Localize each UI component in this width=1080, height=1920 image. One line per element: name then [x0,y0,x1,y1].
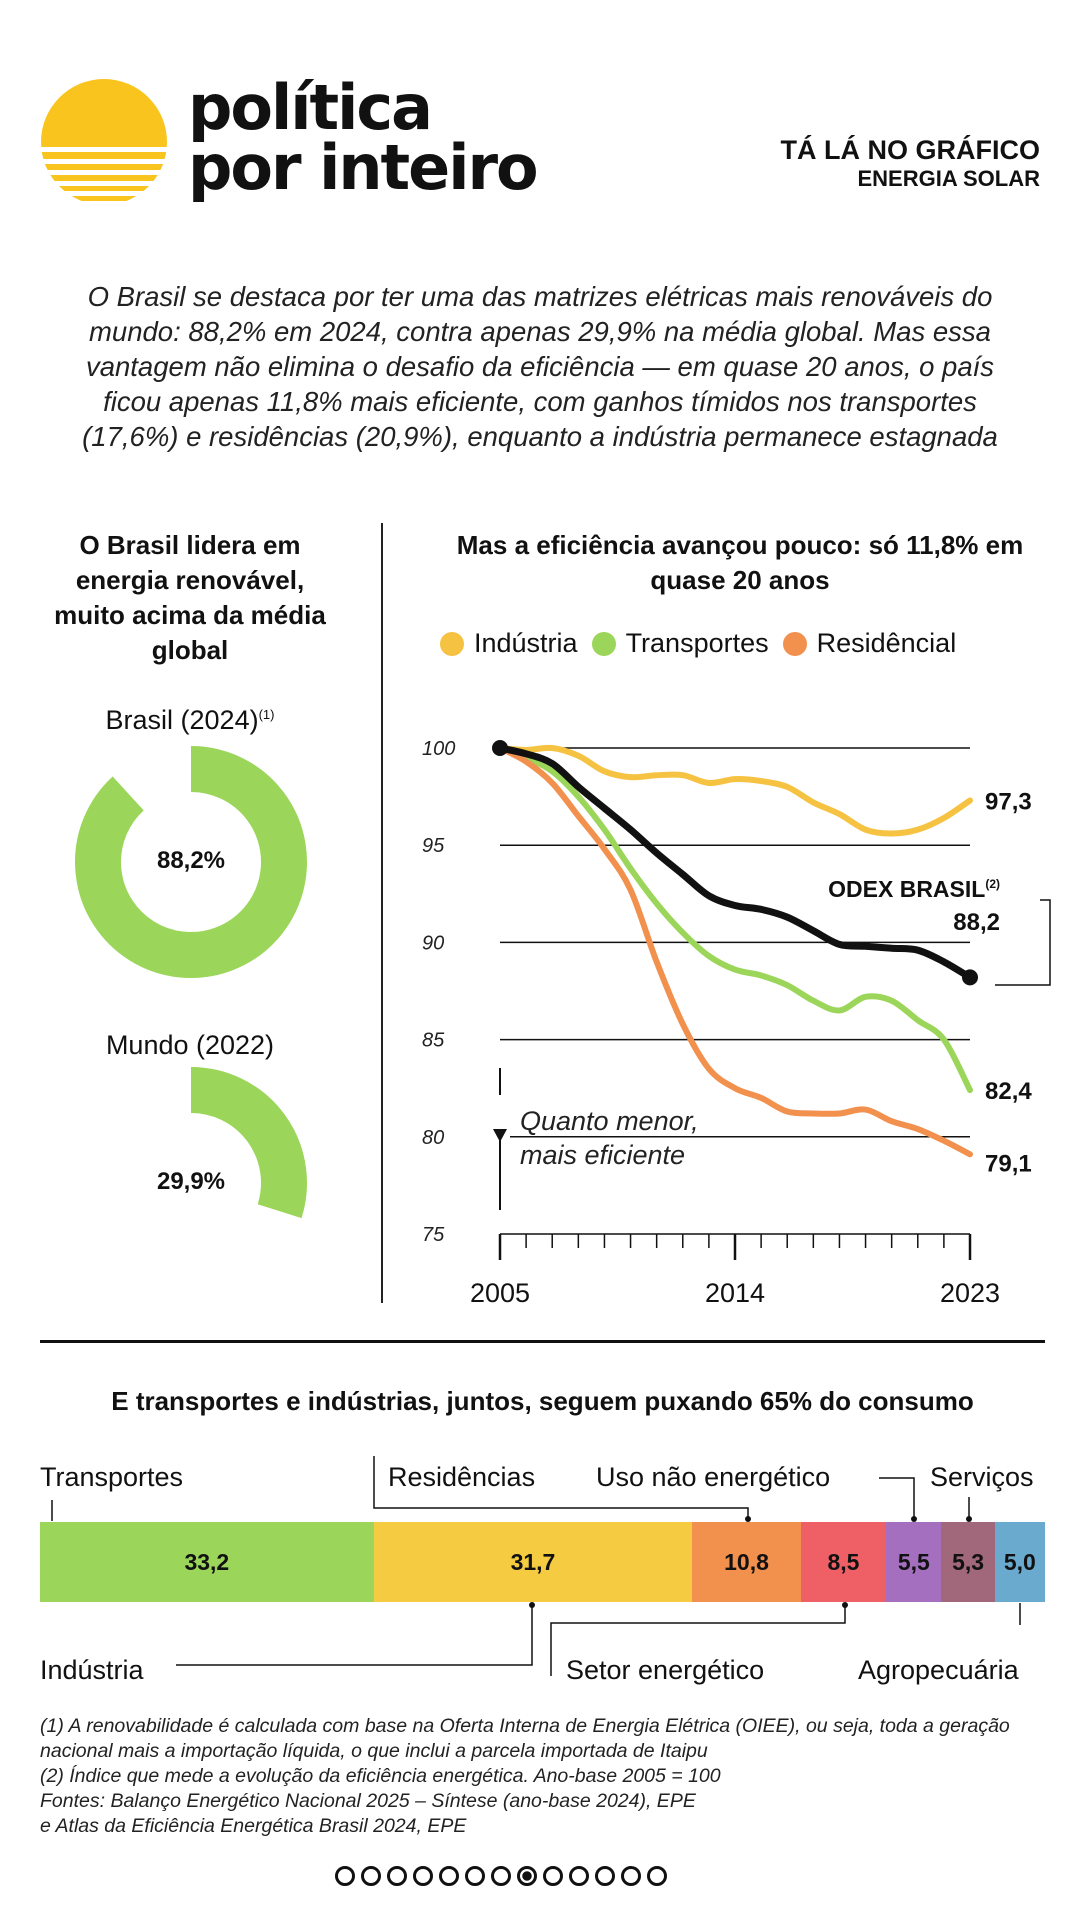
legend-dot-industria [440,631,464,656]
brand-line-2: por inteiro [188,131,539,204]
donut-label-mundo: Mundo (2022) [40,1030,340,1061]
annotation-line2: mais eficiente [520,1140,685,1170]
series-line-odex-brasil [496,744,974,981]
bar-label-industria: Indústria [40,1655,144,1685]
y-tick-label: 90 [422,932,444,954]
donut-name-mundo: Mundo (2022) [105,1030,275,1060]
bar-segment-uso-não-energético: 5,5 [886,1522,942,1602]
annotation-line1: Quanto menor, [520,1106,699,1136]
donut-label-brasil: Brasil (2024)(1) [40,705,340,736]
brand-line-1: política [188,71,433,144]
bar-label-transportes: Transportes [40,1462,184,1492]
annotation-arrow-icon [493,1129,507,1142]
donut-footnote-brasil: (1) [258,707,275,722]
bar-segment-transportes: 33,2 [40,1522,374,1602]
legend-item-residencial: Residêncial [782,628,957,659]
bar-segment-agropecuária: 5,3 [941,1522,995,1602]
y-tick-label: 100 [422,738,455,760]
bar-segment-indústria: 31,7 [373,1522,693,1602]
page-dot[interactable] [491,1866,511,1886]
line-chart-legend: Indústria Transportes Residêncial [440,628,956,659]
series-line-residêncial [497,745,973,1158]
page-dot[interactable] [465,1866,485,1886]
y-tick-label: 85 [422,1030,445,1052]
odex-series-label: ODEX BRASIL(2) [828,876,1000,902]
legend-item-industria: Indústria [440,628,578,659]
odex-footnote: (2) [985,877,1000,891]
x-tick-label-2005: 2005 [470,1278,530,1308]
bar-segment-setor-energético: 8,5 [800,1522,887,1602]
odex-name: ODEX BRASIL [828,876,985,902]
page-dot[interactable] [335,1866,355,1886]
bar-label-servicos: Serviços [930,1462,1034,1492]
y-tick-label: 95 [422,835,445,857]
odex-end-dot [962,969,978,986]
page-dot[interactable] [621,1866,641,1886]
line-chart-end-labels: 97,3 82,4 79,1 88,2 [953,788,1032,1177]
end-label-odex-brasil: 88,2 [953,909,1000,936]
odex-leader-line [995,899,1051,986]
bar-segment-serviços: 5,0 [994,1522,1045,1602]
footnote-3: Fontes: Balanço Energético Nacional 2025… [40,1790,696,1812]
series-line-transportes [497,745,973,1094]
footnote-1: (1) A renovabilidade é calculada com bas… [40,1715,1010,1762]
column-divider [381,523,383,1303]
footnotes: (1) A renovabilidade é calculada com bas… [40,1714,1050,1839]
bar-label-agropecuaria: Agropecuária [858,1655,1019,1685]
bar-label-uso-nao-energetico: Uso não energético [596,1462,831,1492]
bar-segment-residências: 10,8 [692,1522,801,1602]
line-chart-series [492,740,978,1158]
page-dot[interactable] [543,1866,563,1886]
section-separator [40,1340,1045,1343]
legend-label-residencial: Residêncial [816,628,957,658]
page-dot[interactable] [439,1866,459,1886]
end-label-transportes: 82,4 [985,1078,1032,1105]
bar-label-residencias: Residências [388,1462,536,1492]
series-line-indústria [497,744,973,837]
legend-label-transportes: Transportes [625,628,769,658]
x-tick-label-2014: 2014 [705,1278,765,1308]
legend-dot-residencial [782,631,807,656]
page-dot[interactable] [517,1866,537,1886]
x-tick-label-2023: 2023 [940,1278,1000,1308]
page-dot[interactable] [387,1866,407,1886]
legend-label-industria: Indústria [474,628,578,658]
y-tick-label: 80 [422,1127,444,1149]
line-chart-title: Mas a eficiência avançou pouco: só 11,8%… [456,530,1024,595]
donut-name-brasil: Brasil (2024) [105,705,259,735]
donut-section-title: O Brasil lidera em energia renovável, mu… [54,530,326,665]
brand-logo: política por inteiro [188,71,539,204]
page-dot[interactable] [413,1866,433,1886]
section-title: TÁ LÁ NO GRÁFICO [780,135,1040,165]
footnote-4: e Atlas da Eficiência Energética Brasil … [40,1815,467,1837]
page-dot[interactable] [361,1866,381,1886]
footnote-2: (2) Índice que mede a evolução da eficiê… [40,1765,721,1787]
line-chart-grid [500,747,970,1138]
end-label-indústria: 97,3 [985,788,1032,815]
legend-item-transportes: Transportes [591,628,769,659]
page-indicator [335,1866,667,1886]
line-chart-axis: 100 95 90 85 80 75 2005 2014 2023 [422,738,1000,1308]
annotation-arrow-bg [490,1095,510,1139]
bar-label-setor-energetico: Setor energético [566,1655,765,1685]
legend-dot-transportes [591,631,616,656]
page-dot[interactable] [595,1866,615,1886]
intro-text: O Brasil se destaca por ter uma das matr… [82,281,998,452]
series-start-dot [492,740,508,756]
bar-chart-title: E transportes e indústrias, juntos, segu… [111,1386,974,1416]
y-tick-label: 75 [422,1224,445,1246]
end-label-residêncial: 79,1 [985,1150,1032,1177]
section-subtitle: ENERGIA SOLAR [857,166,1040,191]
page-dot[interactable] [647,1866,667,1886]
sun-logo-icon [41,79,167,201]
page-dot[interactable] [569,1866,589,1886]
